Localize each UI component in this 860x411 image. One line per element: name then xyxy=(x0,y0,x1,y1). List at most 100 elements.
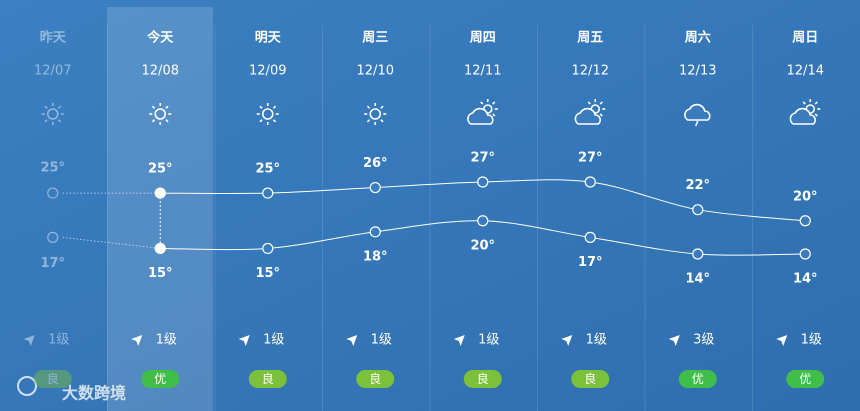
aqi-badge xyxy=(463,370,502,388)
sun-ray xyxy=(259,105,263,109)
temperature-point xyxy=(47,231,59,243)
sun-ray xyxy=(44,119,48,123)
temperature-label: 26° xyxy=(363,156,388,171)
cloud xyxy=(574,107,601,125)
day-name: 周五 xyxy=(577,31,603,46)
day-name: 昨天 xyxy=(40,30,67,46)
temperature-label: 25° xyxy=(255,162,280,177)
wind-arrow xyxy=(346,335,358,346)
yesterday-line xyxy=(62,236,161,249)
aqi-badge xyxy=(571,370,610,388)
wind-arrow xyxy=(23,335,35,346)
sun-ray xyxy=(380,105,384,109)
temperature-label: 27° xyxy=(470,151,495,166)
aqi-badge xyxy=(356,370,395,388)
day-column: 周六 12/13 3级优 xyxy=(668,30,717,388)
temperature-point xyxy=(262,242,274,255)
temperature-point xyxy=(369,181,381,194)
temperature-label: 17° xyxy=(578,255,603,270)
cloud xyxy=(789,107,816,125)
day-column: 周日 12/14 1级优 xyxy=(776,31,825,388)
wind-arrow xyxy=(561,335,573,346)
wind-level: 3级 xyxy=(693,333,714,348)
sun-ray xyxy=(366,105,371,109)
rain xyxy=(695,120,699,127)
temperature-label: 14° xyxy=(685,272,710,287)
sun-ray xyxy=(44,105,48,109)
sun-ray xyxy=(599,101,603,105)
date: 12/12 xyxy=(572,64,609,79)
temperature-point xyxy=(584,176,596,188)
wind-arrow xyxy=(131,335,143,346)
wind-arrow xyxy=(776,335,788,346)
sun-ray xyxy=(151,119,156,123)
sun-core xyxy=(369,108,382,120)
day-column: 周三 12/10 1级良 xyxy=(346,31,395,388)
date: 12/07 xyxy=(34,64,71,79)
cloud xyxy=(684,103,711,121)
watermark-logo xyxy=(17,376,37,396)
date: 12/14 xyxy=(787,64,824,79)
sun-core xyxy=(154,108,167,120)
aqi-label: 优 xyxy=(154,372,166,386)
day-column: 今天 12/08 1级优 xyxy=(131,30,180,388)
temperature-label: 15° xyxy=(255,266,280,281)
wind-level: 1级 xyxy=(371,333,392,348)
wind-level: 1级 xyxy=(801,333,822,348)
sun-ray xyxy=(380,119,384,123)
wind-level: 1级 xyxy=(156,333,177,348)
date: 12/08 xyxy=(142,64,179,79)
aqi-badge xyxy=(248,370,287,388)
wind-level: 1级 xyxy=(263,333,284,348)
aqi-label: 良 xyxy=(369,371,381,386)
sun-ray xyxy=(165,105,169,109)
temperature-point xyxy=(47,187,59,199)
sun-ray xyxy=(599,113,603,117)
sun-ray xyxy=(272,119,277,123)
cloud xyxy=(467,107,494,125)
sun-core xyxy=(261,108,274,120)
wind-arrow xyxy=(238,335,250,346)
day-column: 周五 12/12 1级良 xyxy=(561,31,610,388)
temperature-point xyxy=(262,187,274,199)
day-name: 今天 xyxy=(146,30,174,46)
temperature-label: 17° xyxy=(40,256,65,271)
day-column: 明天 12/09 1级良 xyxy=(238,31,287,388)
date: 12/10 xyxy=(357,64,394,79)
wind-level: 1级 xyxy=(48,333,69,348)
day-name: 周日 xyxy=(792,31,818,46)
sun-ray xyxy=(57,119,62,123)
temperature-label: 20° xyxy=(470,238,495,253)
temperature-point xyxy=(477,215,489,227)
day-name: 周四 xyxy=(470,31,496,46)
aqi-label: 良 xyxy=(584,371,596,386)
aqi-badge xyxy=(786,370,825,388)
aqi-badge xyxy=(678,370,717,388)
wind-level: 1级 xyxy=(478,333,499,348)
temperature-label: 22° xyxy=(685,178,710,193)
sun-ray xyxy=(366,119,371,123)
today-highlight xyxy=(107,7,213,411)
temperature-point xyxy=(369,226,381,238)
date: 12/09 xyxy=(249,64,286,79)
temperature-label: 18° xyxy=(363,249,388,264)
temperature-label: 20° xyxy=(793,189,818,204)
sun-ray xyxy=(492,101,496,105)
wind-arrow xyxy=(453,335,465,346)
temperature-point xyxy=(154,242,166,255)
temperature-point xyxy=(799,215,811,227)
temperature-label: 14° xyxy=(793,272,818,287)
aqi-label: 优 xyxy=(692,372,704,386)
sun-core xyxy=(46,108,59,120)
temperature-label: 25° xyxy=(40,161,65,176)
sun-ray xyxy=(587,101,591,105)
day-column: 昨天 12/07 1级良 xyxy=(23,30,72,388)
sun-ray xyxy=(259,119,263,123)
sun-ray xyxy=(492,113,496,117)
sun-ray xyxy=(802,101,806,105)
temperature-point xyxy=(154,187,166,199)
aqi-label: 优 xyxy=(799,372,811,386)
sun-ray xyxy=(57,105,62,109)
